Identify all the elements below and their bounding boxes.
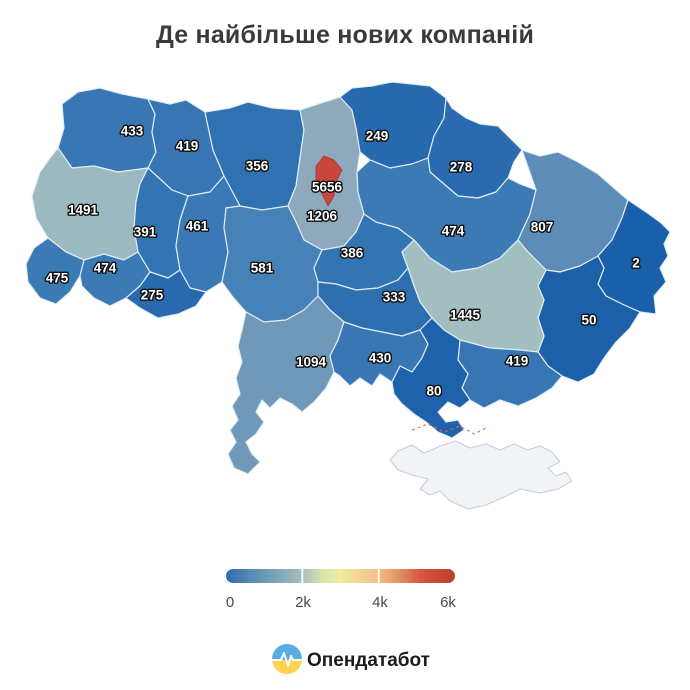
- value-label-zaporizhzhia: 419: [506, 354, 529, 369]
- value-label-zakarpattia: 475: [46, 271, 69, 286]
- region-kyiv-city: [315, 155, 343, 207]
- region-kherson: [391, 317, 471, 439]
- value-label-lviv: 1491: [68, 203, 99, 218]
- map-value-labels: 433 419 356 1206 249 278 1491 391 461 58…: [44, 122, 641, 400]
- value-label-vinnytsia: 581: [251, 261, 274, 276]
- legend-tick-0: 0: [226, 594, 234, 611]
- value-label-sumy: 278: [450, 160, 473, 175]
- value-label-zhytomyr: 356: [246, 159, 269, 174]
- pulse-line-icon: [272, 652, 302, 667]
- region-zakarpattia: [25, 237, 85, 305]
- value-label-kyiv-city: 5656: [312, 180, 343, 195]
- value-label-ivano-frankivsk: 474: [94, 261, 117, 276]
- legend-tick-4k: 4k: [372, 594, 388, 611]
- value-label-kherson: 80: [426, 384, 441, 399]
- value-label-mykolaiv: 430: [369, 351, 392, 366]
- value-label-chernivtsi: 275: [141, 288, 164, 303]
- value-label-luhansk: 2: [632, 256, 640, 271]
- value-label-chernihiv: 249: [366, 129, 389, 144]
- value-label-kirovohrad: 333: [383, 290, 406, 305]
- legend-tick-6k: 6k: [440, 594, 456, 611]
- region-crimea-no-data: [389, 440, 573, 510]
- value-label-kharkiv: 807: [531, 220, 554, 235]
- legend-separator-4k: [377, 569, 380, 583]
- legend-gradient-bar: [226, 569, 455, 583]
- value-label-dnipropetrovsk: 1445: [450, 308, 481, 323]
- brand-name: Опендатабот: [307, 650, 430, 671]
- region-chernivtsi: [125, 269, 207, 319]
- legend-tick-2k: 2k: [295, 594, 311, 611]
- value-label-ternopil: 391: [134, 225, 157, 240]
- chart-title: Де найбільше нових компаній: [155, 21, 535, 49]
- value-label-cherkasy: 386: [341, 246, 364, 261]
- value-label-poltava: 474: [442, 224, 465, 239]
- value-label-kyiv-oblast: 1206: [307, 209, 338, 224]
- value-label-volyn: 433: [121, 124, 144, 139]
- value-label-rivne: 419: [176, 139, 199, 154]
- value-label-odesa: 1094: [296, 355, 327, 370]
- opendatabot-brand: Опендатабот: [272, 644, 430, 674]
- crimea-administrative-border-line: [411, 423, 489, 435]
- value-label-donetsk: 50: [581, 313, 596, 328]
- color-legend: 0 2k 4k 6k: [226, 569, 456, 611]
- legend-separator-2k: [301, 569, 304, 583]
- region-odesa: [227, 295, 345, 475]
- value-label-khmelnytskyi: 461: [186, 219, 209, 234]
- map-regions: [25, 81, 671, 510]
- opendatabot-logo-icon: [272, 644, 302, 674]
